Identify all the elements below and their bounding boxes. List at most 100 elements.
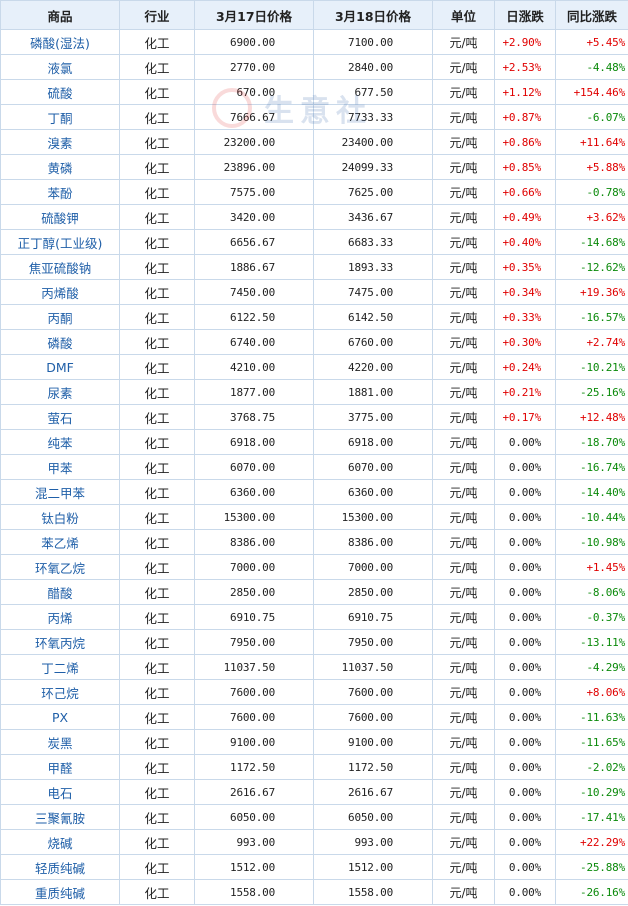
product-name-link[interactable]: 重质纯碱 xyxy=(0,879,120,905)
product-name-link[interactable]: 丁酮 xyxy=(0,104,120,130)
table-body: 磷酸(湿法) 化工 6900.00 7100.00 元/吨 +2.90% +5.45% 液氯化… xyxy=(0,29,628,905)
daily-change-cell: 0.00% xyxy=(494,454,556,480)
price-mar18-cell: 11037.50 xyxy=(313,654,433,680)
header-unit[interactable]: 单位 xyxy=(432,0,495,30)
product-name-link[interactable]: 电石 xyxy=(0,779,120,805)
industry-cell: 化工 xyxy=(119,379,195,405)
product-name-link[interactable]: 炭黑 xyxy=(0,729,120,755)
price-mar17-cell: 7666.67 xyxy=(194,104,314,130)
daily-change-cell: +0.85% xyxy=(494,154,556,180)
price-mar18-cell: 1172.50 xyxy=(313,754,433,780)
header-daily-change[interactable]: 日涨跌 xyxy=(494,0,556,30)
product-name-link[interactable]: 烧碱 xyxy=(0,829,120,855)
yoy-change-cell: +1.45% xyxy=(555,554,628,580)
price-mar18-cell: 677.50 xyxy=(313,79,433,105)
product-name-link[interactable]: 丙烯 xyxy=(0,604,120,630)
price-mar18-cell: 7733.33 xyxy=(313,104,433,130)
industry-cell: 化工 xyxy=(119,179,195,205)
unit-cell: 元/吨 xyxy=(432,29,495,55)
table-row: 苯酚 化工 7575.00 7625.00 元/吨 +0.66% -0.78% xyxy=(0,179,628,205)
table-row: 溴素 化工 23200.00 23400.00 元/吨 +0.86% +11.64% xyxy=(0,129,628,155)
table-row: 丙烯酸 化工 7450.00 7475.00 元/吨 +0.34% +19.36% xyxy=(0,279,628,305)
product-name-link[interactable]: 环氧乙烷 xyxy=(0,554,120,580)
product-name-link[interactable]: 硫酸 xyxy=(0,79,120,105)
price-mar17-cell: 1886.67 xyxy=(194,254,314,280)
product-name-link[interactable]: DMF xyxy=(0,354,120,380)
industry-cell: 化工 xyxy=(119,129,195,155)
product-name-link[interactable]: 黄磷 xyxy=(0,154,120,180)
yoy-change-cell: -10.44% xyxy=(555,504,628,530)
product-name-link[interactable]: 丙烯酸 xyxy=(0,279,120,305)
table-row: DMF 化工 4210.00 4220.00 元/吨 +0.24% -10.21% xyxy=(0,354,628,380)
product-name-link[interactable]: 轻质纯碱 xyxy=(0,854,120,880)
product-name-link[interactable]: 苯乙烯 xyxy=(0,529,120,555)
product-name-link[interactable]: 环氧丙烷 xyxy=(0,629,120,655)
product-name-link[interactable]: 尿素 xyxy=(0,379,120,405)
product-name-link[interactable]: 液氯 xyxy=(0,54,120,80)
price-mar17-cell: 7600.00 xyxy=(194,704,314,730)
table-row: 丙烯 化工 6910.75 6910.75 元/吨 0.00% -0.37% xyxy=(0,604,628,630)
price-mar17-cell: 4210.00 xyxy=(194,354,314,380)
industry-cell: 化工 xyxy=(119,829,195,855)
unit-cell: 元/吨 xyxy=(432,104,495,130)
industry-cell: 化工 xyxy=(119,79,195,105)
product-name-link[interactable]: 纯苯 xyxy=(0,429,120,455)
product-name-link[interactable]: 环己烷 xyxy=(0,679,120,705)
header-price-mar18[interactable]: 3月18日价格 xyxy=(313,0,433,30)
yoy-change-cell: +2.74% xyxy=(555,329,628,355)
product-name-link[interactable]: 溴素 xyxy=(0,129,120,155)
daily-change-cell: 0.00% xyxy=(494,579,556,605)
daily-change-cell: +1.12% xyxy=(494,79,556,105)
price-mar17-cell: 1172.50 xyxy=(194,754,314,780)
price-mar18-cell: 6683.33 xyxy=(313,229,433,255)
product-name-link[interactable]: 甲苯 xyxy=(0,454,120,480)
product-name-link[interactable]: 苯酚 xyxy=(0,179,120,205)
product-name-link[interactable]: 混二甲苯 xyxy=(0,479,120,505)
product-name-link[interactable]: 丙酮 xyxy=(0,304,120,330)
header-price-mar17[interactable]: 3月17日价格 xyxy=(194,0,314,30)
daily-change-cell: +0.49% xyxy=(494,204,556,230)
yoy-change-cell: +3.62% xyxy=(555,204,628,230)
product-name-link[interactable]: 磷酸(湿法) xyxy=(0,29,120,55)
product-name-link[interactable]: 焦亚硫酸钠 xyxy=(0,254,120,280)
industry-cell: 化工 xyxy=(119,754,195,780)
product-name-link[interactable]: 萤石 xyxy=(0,404,120,430)
industry-cell: 化工 xyxy=(119,879,195,905)
price-mar18-cell: 7000.00 xyxy=(313,554,433,580)
table-header-row: 商品 行业 3月17日价格 3月18日价格 单位 日涨跌 同比涨跌 xyxy=(0,0,628,30)
header-product[interactable]: 商品 xyxy=(0,0,120,30)
price-mar17-cell: 7575.00 xyxy=(194,179,314,205)
product-name-link[interactable]: 醋酸 xyxy=(0,579,120,605)
price-mar18-cell: 993.00 xyxy=(313,829,433,855)
price-mar17-cell: 2616.67 xyxy=(194,779,314,805)
unit-cell: 元/吨 xyxy=(432,429,495,455)
daily-change-cell: 0.00% xyxy=(494,854,556,880)
industry-cell: 化工 xyxy=(119,654,195,680)
industry-cell: 化工 xyxy=(119,479,195,505)
yoy-change-cell: -16.74% xyxy=(555,454,628,480)
unit-cell: 元/吨 xyxy=(432,479,495,505)
yoy-change-cell: -10.21% xyxy=(555,354,628,380)
product-name-link[interactable]: 磷酸 xyxy=(0,329,120,355)
price-mar17-cell: 2770.00 xyxy=(194,54,314,80)
daily-change-cell: +0.24% xyxy=(494,354,556,380)
unit-cell: 元/吨 xyxy=(432,554,495,580)
product-name-link[interactable]: 丁二烯 xyxy=(0,654,120,680)
product-name-link[interactable]: 正丁醇(工业级) xyxy=(0,229,120,255)
product-name-link[interactable]: 三聚氰胺 xyxy=(0,804,120,830)
price-mar18-cell: 9100.00 xyxy=(313,729,433,755)
header-industry[interactable]: 行业 xyxy=(119,0,195,30)
product-name-link[interactable]: 甲醛 xyxy=(0,754,120,780)
daily-change-cell: 0.00% xyxy=(494,529,556,555)
daily-change-cell: +0.87% xyxy=(494,104,556,130)
product-name-link[interactable]: 钛白粉 xyxy=(0,504,120,530)
product-name-link[interactable]: PX xyxy=(0,704,120,730)
price-mar17-cell: 6360.00 xyxy=(194,479,314,505)
price-mar17-cell: 6740.00 xyxy=(194,329,314,355)
price-mar17-cell: 6656.67 xyxy=(194,229,314,255)
product-name-link[interactable]: 硫酸钾 xyxy=(0,204,120,230)
industry-cell: 化工 xyxy=(119,604,195,630)
daily-change-cell: 0.00% xyxy=(494,829,556,855)
header-yoy-change[interactable]: 同比涨跌 xyxy=(555,0,628,30)
unit-cell: 元/吨 xyxy=(432,329,495,355)
